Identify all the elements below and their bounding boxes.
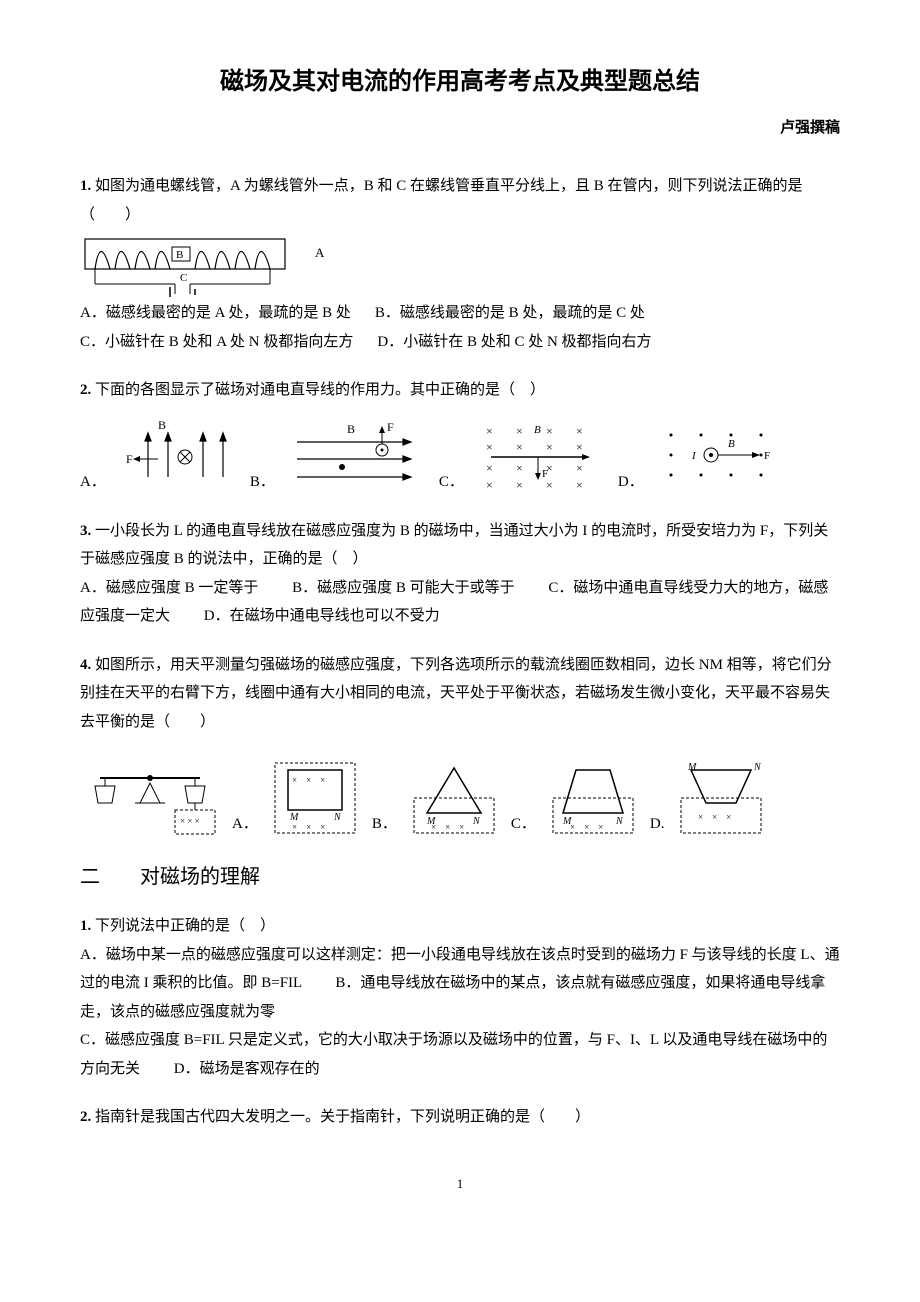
q1-num: 1. (80, 178, 91, 194)
q2-num: 2. (80, 382, 91, 398)
q2-labelA: A． (80, 468, 106, 497)
q1-optA: A．磁感线最密的是 A 处，最疏的是 B 处 (80, 299, 351, 328)
figB-F: F (387, 420, 394, 434)
question-1: 1. 如图为通电螺线管，A 为螺线管外一点，B 和 C 在螺线管垂直平分线上，且… (80, 172, 840, 356)
q4-labelA: A． (232, 810, 258, 839)
svg-text:×: × (486, 424, 493, 438)
q2-figA: B F (118, 417, 238, 497)
s2q1-stem: 下列说法中正确的是（ ） (95, 918, 275, 934)
svg-text:×: × (516, 424, 523, 438)
q4B-N: N (472, 816, 481, 827)
svg-text:× × ×: × × × (570, 822, 603, 832)
svg-text:×: × (546, 440, 553, 454)
svg-text:×: × (576, 461, 583, 475)
s2q1-optD: D．磁场是客观存在的 (174, 1061, 320, 1077)
q4-figD: M N × × × (676, 758, 766, 838)
svg-text:× × ×: × × × (292, 822, 325, 832)
q3-num: 3. (80, 523, 91, 539)
svg-text:×: × (516, 478, 523, 492)
label-A: A (315, 245, 325, 260)
q1-stem: 如图为通电螺线管，A 为螺线管外一点，B 和 C 在螺线管垂直平分线上，且 B … (80, 178, 803, 223)
q1-optB: B．磁感线最密的是 B 处，最疏的是 C 处 (375, 299, 645, 328)
q4D-M: M (687, 762, 697, 773)
figC-F: F (542, 468, 548, 480)
label-B: B (176, 249, 183, 261)
q2-figD: B I F (656, 417, 786, 497)
svg-text:×: × (516, 440, 523, 454)
svg-text:× × ×: × × × (431, 822, 464, 832)
q3-optD: D．在磁场中通电导线也可以不受力 (204, 608, 440, 624)
figD-F: F (764, 450, 770, 462)
s2-question-2: 2. 指南针是我国古代四大发明之一。关于指南针，下列说明正确的是（ ） (80, 1103, 840, 1132)
q4-figB: M N × × × (409, 758, 499, 838)
question-2: 2. 下面的各图显示了磁场对通电直导线的作用力。其中正确的是（ ） A． B F… (80, 376, 840, 497)
q4-figC: M N × × × (548, 758, 638, 838)
svg-text:×: × (576, 478, 583, 492)
figA-F: F (126, 452, 133, 466)
figA-B: B (158, 418, 166, 432)
s2-question-1: 1. 下列说法中正确的是（ ） A．磁场中某一点的磁感应强度可以这样测定：把一小… (80, 912, 840, 1083)
question-4: 4. 如图所示，用天平测量匀强磁场的磁感应强度，下列各选项所示的载流线圈匝数相同… (80, 651, 840, 839)
q1-optD: D．小磁针在 B 处和 C 处 N 极都指向右方 (377, 328, 651, 357)
q4-stem: 如图所示，用天平测量匀强磁场的磁感应强度，下列各选项所示的载流线圈匝数相同，边长… (80, 657, 832, 730)
q2-labelC: C． (439, 468, 464, 497)
s2q2-num: 2. (80, 1109, 91, 1125)
q3-optB: B．磁感应强度 B 可能大于或等于 (292, 580, 515, 596)
svg-text:× × ×: × × × (180, 816, 200, 826)
svg-text:×: × (546, 424, 553, 438)
svg-text:× × ×: × × × (292, 775, 325, 785)
svg-text:×: × (546, 478, 553, 492)
q4C-N: N (615, 816, 624, 827)
figB-B: B (347, 422, 355, 436)
figC-B: B (534, 424, 541, 436)
q2-labelD: D． (618, 468, 644, 497)
q2-stem: 下面的各图显示了磁场对通电直导线的作用力。其中正确的是（ ） (95, 382, 545, 398)
q4-figures: × × × A． M N × × × × × × B． M N × × × C．… (80, 748, 840, 838)
page-title: 磁场及其对电流的作用高考考点及典型题总结 (80, 60, 840, 106)
q2-figC: ×××× ×××× ×××× ×××× B F (476, 417, 606, 497)
figD-B: B (728, 438, 735, 450)
s2q1-num: 1. (80, 918, 91, 934)
svg-text:× × ×: × × × (698, 812, 731, 822)
question-3: 3. 一小段长为 L 的通电直导线放在磁感应强度为 B 的磁场中，当通过大小为 … (80, 517, 840, 631)
author: 卢强撰稿 (80, 114, 840, 143)
svg-text:×: × (576, 424, 583, 438)
page-number: 1 (80, 1172, 840, 1197)
q1-figure: B C A (80, 229, 840, 299)
svg-text:×: × (486, 440, 493, 454)
balance-figure: × × × (80, 748, 220, 838)
label-C: C (180, 272, 187, 284)
q4-num: 4. (80, 657, 91, 673)
svg-text:×: × (516, 461, 523, 475)
s2q2-stem: 指南针是我国古代四大发明之一。关于指南针，下列说明正确的是（ ） (95, 1109, 590, 1125)
q4D-N: N (753, 762, 762, 773)
q1-optC: C．小磁针在 B 处和 A 处 N 极都指向左方 (80, 328, 353, 357)
q4A-N: N (333, 812, 342, 823)
q4-figA: M N × × × × × × (270, 758, 360, 838)
solenoid-figure: B C A (80, 229, 340, 299)
svg-text:×: × (486, 478, 493, 492)
q2-labelB: B． (250, 468, 275, 497)
q4-labelD: D. (650, 810, 665, 839)
q4-labelC: C． (511, 810, 536, 839)
svg-text:×: × (576, 440, 583, 454)
q2-figures: A． B F B． B F (80, 417, 840, 497)
section2-title: 二 对磁场的理解 (80, 858, 840, 896)
q3-optA: A．磁感应强度 B 一定等于 (80, 580, 258, 596)
q2-figB: B F (287, 417, 427, 497)
q4-labelB: B． (372, 810, 397, 839)
q3-stem: 一小段长为 L 的通电直导线放在磁感应强度为 B 的磁场中，当通过大小为 I 的… (80, 523, 828, 568)
figD-I: I (691, 450, 697, 462)
svg-text:×: × (486, 461, 493, 475)
